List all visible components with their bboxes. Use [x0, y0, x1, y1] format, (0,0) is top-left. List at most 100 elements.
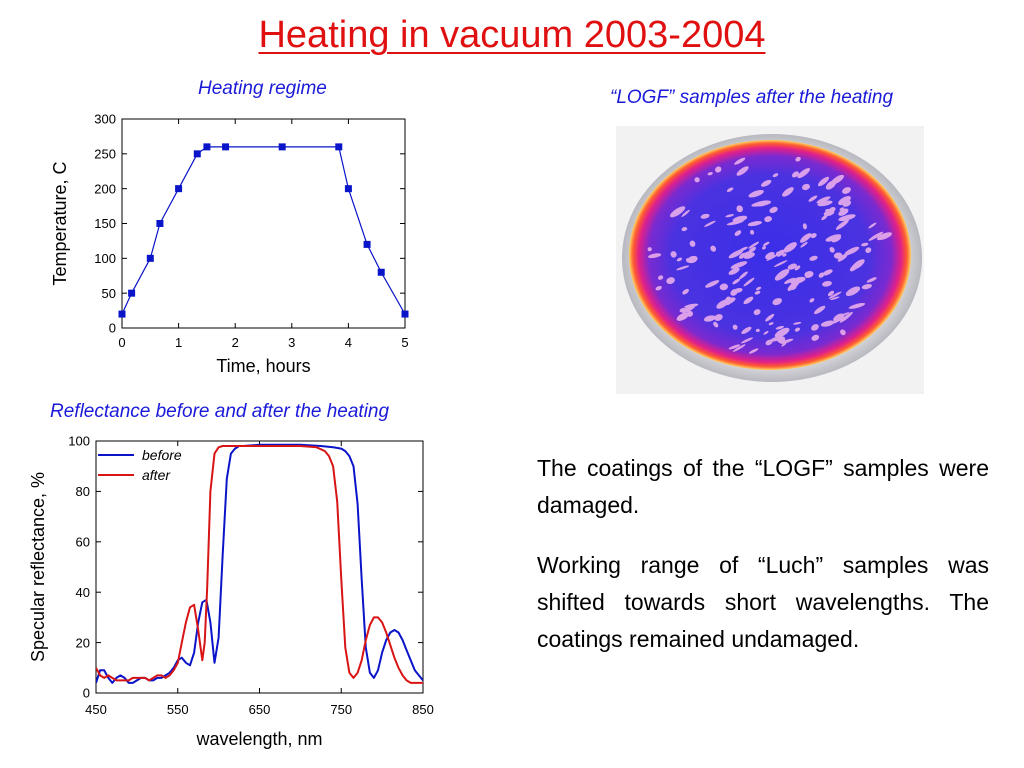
heating-data-point: [363, 240, 371, 248]
sample-disc-image: [622, 134, 922, 382]
heating-data-point: [118, 310, 126, 318]
coating-flake: [734, 287, 743, 293]
coating-flake: [726, 187, 734, 192]
coating-flake: [865, 247, 872, 254]
coating-flake: [794, 327, 801, 332]
coating-flake: [772, 298, 782, 306]
coating-flake: [736, 205, 743, 213]
coating-flake: [810, 233, 817, 239]
coating-flake: [776, 249, 785, 257]
coating-flake: [682, 288, 689, 295]
coating-flake: [809, 298, 815, 303]
coating-flake: [868, 222, 877, 229]
coating-flake: [670, 206, 686, 218]
coating-flake: [686, 310, 693, 317]
coating-flake: [766, 254, 778, 261]
coating-flake: [774, 327, 790, 338]
heating-xtick-label: 2: [232, 335, 239, 350]
coating-flake: [838, 196, 851, 206]
coating-flake: [728, 267, 740, 275]
coating-flake: [876, 232, 892, 241]
coating-flake: [770, 336, 783, 342]
legend-label-after: after: [142, 467, 171, 483]
coating-flake: [861, 242, 869, 247]
coating-flake: [736, 166, 749, 176]
coating-flake: [835, 219, 849, 230]
coating-flake: [750, 229, 755, 235]
heating-ytick-label: 100: [94, 251, 116, 266]
coating-flake: [687, 255, 698, 264]
coating-flake: [772, 173, 779, 178]
coating-flake: [700, 213, 710, 219]
coating-flake: [792, 171, 799, 178]
coating-flake: [833, 318, 841, 324]
coating-flake: [749, 348, 759, 354]
coating-flake: [754, 290, 761, 295]
heating-data-point: [401, 310, 409, 318]
coating-flake: [679, 307, 686, 313]
heating-ytick-label: 0: [109, 321, 116, 336]
coating-flake: [780, 338, 794, 344]
coating-flake: [784, 277, 796, 284]
coating-flake: [816, 196, 831, 204]
coating-flake: [849, 263, 859, 272]
coating-flake: [748, 241, 760, 249]
coating-flake: [762, 246, 766, 250]
heating-ytick-label: 300: [94, 112, 116, 127]
reflectance-chart-group: 450 550 650 750 850 0 20 40 60 80 100 wavelength, n…: [28, 434, 434, 749]
reflectance-ytick-label: 0: [83, 686, 90, 701]
coating-flake: [715, 166, 722, 173]
heating-data-point: [377, 268, 385, 276]
coating-flake: [804, 272, 809, 278]
coating-flake: [797, 168, 810, 179]
coating-flake: [761, 179, 772, 187]
reflectance-y-axis-label: Specular reflectance, %: [28, 472, 48, 662]
coating-flake: [828, 291, 842, 299]
coating-flake: [781, 342, 787, 347]
coating-flake: [763, 330, 769, 335]
coating-flake: [844, 246, 860, 256]
coating-flake: [707, 172, 713, 176]
heating-y-axis-label: Temperature, C: [50, 161, 70, 285]
heating-data-point: [193, 150, 201, 158]
coating-flake: [818, 272, 825, 278]
coating-flake: [793, 321, 802, 325]
coating-flake: [787, 263, 797, 270]
coating-flake: [756, 286, 762, 291]
coating-flake: [734, 230, 742, 236]
coating-flake: [748, 189, 764, 198]
coating-flake: [726, 220, 744, 226]
coating-flake: [738, 271, 748, 280]
coating-flake: [838, 208, 849, 216]
coating-flake: [829, 246, 835, 253]
heating-xtick-label: 1: [175, 335, 182, 350]
coating-flake: [676, 312, 689, 321]
coating-flake: [845, 286, 861, 297]
coating-flake: [809, 255, 818, 261]
coating-flake: [676, 257, 682, 262]
heating-data-point: [344, 185, 352, 193]
coating-flake: [740, 337, 754, 344]
coating-flake: [753, 309, 761, 316]
coating-flake: [681, 305, 696, 313]
coating-flake: [747, 221, 762, 227]
coating-flake: [822, 269, 833, 276]
coating-flake: [743, 296, 754, 305]
heating-ytick-label: 150: [94, 216, 116, 231]
coating-flake: [705, 280, 720, 288]
heating-xtick-label: 3: [288, 335, 295, 350]
coating-flake: [732, 215, 748, 223]
coating-flake: [861, 283, 872, 290]
heating-data-point: [203, 143, 211, 151]
sample-photo: [616, 126, 924, 394]
reflectance-xtick-label: 750: [330, 702, 352, 717]
heating-x-axis-label: Time, hours: [216, 356, 310, 376]
coating-flake: [732, 324, 738, 330]
heating-ytick-label: 200: [94, 181, 116, 196]
coating-flake: [716, 299, 729, 309]
reflectance-ytick-label: 60: [76, 534, 90, 549]
description-text: The coatings of the “LOGF” samples were …: [537, 450, 989, 681]
coating-flake: [751, 201, 769, 207]
coating-flake: [666, 277, 675, 285]
coating-flake: [782, 253, 787, 257]
